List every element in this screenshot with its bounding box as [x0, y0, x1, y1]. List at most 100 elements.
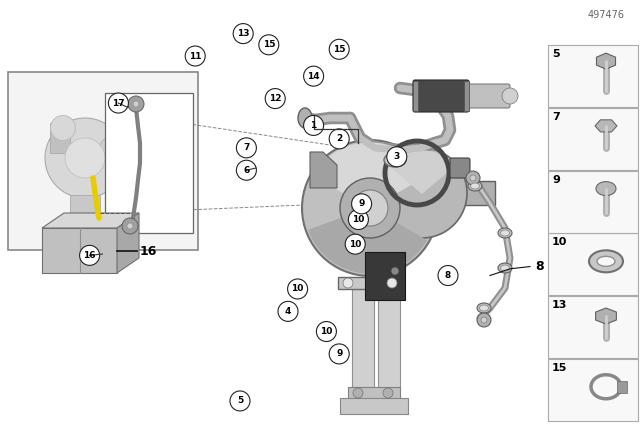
- Text: 5: 5: [237, 396, 243, 405]
- FancyBboxPatch shape: [548, 296, 638, 358]
- Text: 13: 13: [552, 300, 568, 310]
- Circle shape: [230, 391, 250, 411]
- Ellipse shape: [500, 265, 509, 271]
- Circle shape: [65, 138, 105, 178]
- Polygon shape: [42, 213, 139, 228]
- Ellipse shape: [589, 250, 623, 272]
- Circle shape: [108, 93, 129, 113]
- Circle shape: [477, 313, 491, 327]
- Circle shape: [383, 388, 393, 398]
- Text: 15: 15: [262, 40, 275, 49]
- Circle shape: [259, 35, 279, 55]
- Text: 16: 16: [140, 245, 157, 258]
- Wedge shape: [390, 151, 454, 193]
- FancyBboxPatch shape: [466, 84, 510, 108]
- Circle shape: [329, 129, 349, 149]
- Circle shape: [133, 101, 139, 107]
- Text: 9: 9: [552, 175, 560, 185]
- FancyBboxPatch shape: [548, 171, 638, 233]
- Circle shape: [466, 171, 480, 185]
- Text: 6: 6: [243, 166, 250, 175]
- Circle shape: [329, 39, 349, 59]
- Polygon shape: [596, 53, 616, 69]
- Ellipse shape: [468, 181, 482, 191]
- Circle shape: [316, 322, 337, 341]
- Polygon shape: [596, 308, 616, 324]
- Text: 10: 10: [352, 215, 365, 224]
- Circle shape: [377, 148, 467, 238]
- Text: 11: 11: [189, 52, 202, 60]
- Text: 7: 7: [552, 112, 560, 122]
- Circle shape: [45, 118, 125, 198]
- Ellipse shape: [597, 256, 615, 266]
- Circle shape: [303, 66, 324, 86]
- Text: 10: 10: [349, 240, 362, 249]
- FancyBboxPatch shape: [42, 228, 117, 273]
- Ellipse shape: [500, 230, 509, 236]
- Text: 7: 7: [243, 143, 250, 152]
- Circle shape: [470, 175, 476, 181]
- Polygon shape: [595, 120, 617, 132]
- Circle shape: [353, 388, 363, 398]
- Text: 10: 10: [291, 284, 304, 293]
- Text: 2: 2: [336, 134, 342, 143]
- FancyBboxPatch shape: [413, 81, 418, 111]
- FancyBboxPatch shape: [460, 181, 495, 205]
- Text: 3: 3: [394, 152, 400, 161]
- Text: 4: 4: [285, 307, 291, 316]
- Polygon shape: [117, 213, 139, 273]
- FancyBboxPatch shape: [548, 359, 638, 421]
- FancyBboxPatch shape: [450, 158, 470, 178]
- Text: 17: 17: [112, 99, 125, 108]
- Circle shape: [343, 278, 353, 288]
- FancyBboxPatch shape: [617, 381, 627, 393]
- Circle shape: [391, 267, 399, 275]
- Ellipse shape: [477, 303, 491, 313]
- FancyBboxPatch shape: [352, 289, 374, 389]
- Text: 15: 15: [552, 363, 568, 373]
- Circle shape: [438, 266, 458, 285]
- Ellipse shape: [498, 263, 512, 273]
- Text: 13: 13: [237, 29, 250, 38]
- Ellipse shape: [498, 228, 512, 238]
- Circle shape: [287, 279, 308, 299]
- Circle shape: [233, 24, 253, 43]
- Text: 10: 10: [552, 237, 568, 247]
- Circle shape: [127, 223, 133, 229]
- Circle shape: [185, 46, 205, 66]
- FancyBboxPatch shape: [548, 233, 638, 295]
- Circle shape: [329, 344, 349, 364]
- Circle shape: [387, 278, 397, 288]
- Circle shape: [236, 138, 257, 158]
- Ellipse shape: [384, 153, 406, 167]
- Ellipse shape: [51, 116, 76, 141]
- FancyBboxPatch shape: [8, 72, 198, 250]
- Circle shape: [128, 96, 144, 112]
- FancyBboxPatch shape: [70, 195, 100, 213]
- Ellipse shape: [470, 183, 479, 189]
- FancyBboxPatch shape: [338, 277, 402, 289]
- Circle shape: [79, 246, 100, 265]
- Text: 14: 14: [307, 72, 320, 81]
- Circle shape: [352, 190, 388, 226]
- Ellipse shape: [100, 135, 130, 160]
- Wedge shape: [309, 208, 426, 273]
- Ellipse shape: [388, 156, 402, 164]
- Circle shape: [502, 88, 518, 104]
- Circle shape: [302, 140, 438, 276]
- Text: 1: 1: [310, 121, 317, 130]
- Circle shape: [265, 89, 285, 108]
- FancyBboxPatch shape: [548, 108, 638, 170]
- Circle shape: [351, 194, 372, 214]
- FancyBboxPatch shape: [413, 80, 469, 112]
- FancyBboxPatch shape: [50, 123, 70, 153]
- Circle shape: [481, 317, 487, 323]
- Circle shape: [348, 210, 369, 229]
- Text: 9: 9: [358, 199, 365, 208]
- Circle shape: [303, 116, 324, 135]
- Text: 9: 9: [336, 349, 342, 358]
- Ellipse shape: [298, 108, 312, 128]
- FancyBboxPatch shape: [365, 252, 405, 300]
- FancyBboxPatch shape: [378, 289, 400, 389]
- FancyBboxPatch shape: [548, 45, 638, 107]
